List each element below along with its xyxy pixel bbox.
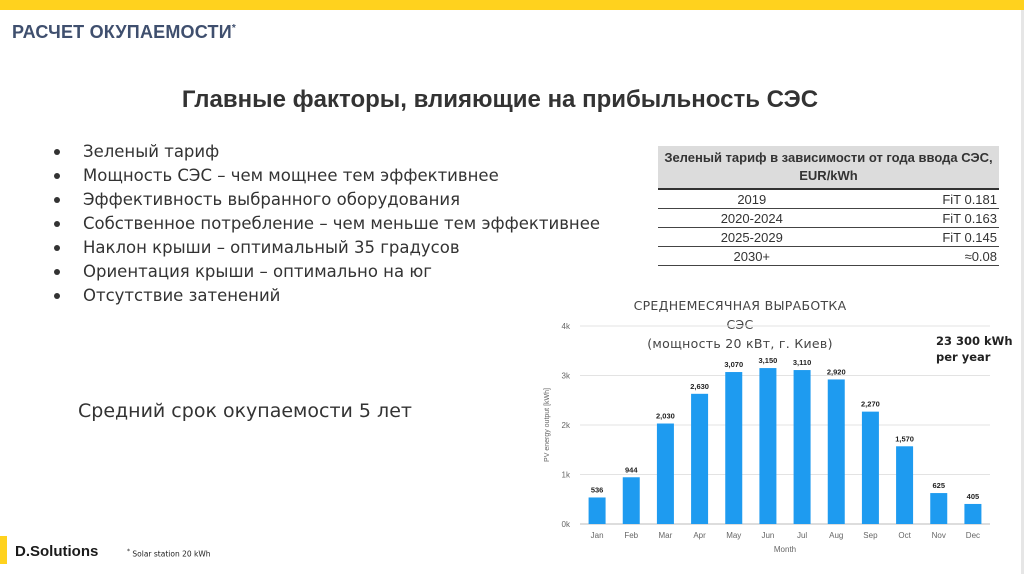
table-row: 2025-2029 FiT 0.145 [658,227,999,247]
x-tick-label: Mar [659,531,673,540]
fit-year-cell: 2020-2024 [658,208,846,228]
brand-accent-bar [0,536,7,564]
x-tick-label: Jun [761,531,774,540]
factor-item: Наклон крыши – оптимальный 35 градусов [52,236,600,260]
bar [896,446,914,524]
y-tick-label: 4k [562,322,571,331]
chart-title-line2: (мощность 20 кВт, г. Киев) [647,336,833,351]
x-tick-label: Dec [966,531,980,540]
slide-title: РАСЧЕТ ОКУПАЕМОСТИ* [12,22,236,42]
data-label: 625 [932,481,945,490]
factor-item: Зеленый тариф [52,140,600,164]
table-row: 2030+ ≈0.08 [658,246,999,266]
annual-output-note: 23 300 kWh per year [936,333,1013,365]
bar [622,477,640,524]
data-label: 2,630 [690,382,709,391]
bar [793,370,811,524]
x-tick-label: Apr [693,531,706,540]
fit-rate-cell: FiT 0.163 [845,208,999,228]
annual-output-value: 23 300 kWh [936,334,1013,348]
bar [691,393,709,524]
x-tick-label: Oct [898,531,911,540]
bar [827,379,845,524]
table-row: 2020-2024 FiT 0.163 [658,208,999,228]
chart-title: СРЕДНЕМЕСЯЧНАЯ ВЫРАБОТКА СЭС (мощность 2… [620,296,860,353]
fit-year-cell: 2025-2029 [658,227,846,247]
bar [656,423,674,524]
table-row: 2019 FiT 0.181 [658,189,999,209]
bar [861,411,879,524]
y-tick-label: 2k [562,421,571,430]
data-label: 3,110 [793,358,811,367]
x-tick-label: Sep [863,531,878,540]
footnote-text: Solar station 20 kWh [132,549,211,559]
x-tick-label: Jan [591,531,604,540]
factors-list: Зеленый тариф Мощность СЭС – чем мощнее … [52,140,600,308]
company-logo: D.Solutions [15,543,99,560]
data-label: 2,920 [827,367,846,376]
y-tick-label: 1k [562,471,571,480]
data-label: 1,570 [895,434,914,443]
x-axis-label: Month [774,545,796,554]
data-label: 3,150 [759,356,778,365]
x-tick-label: Jul [797,531,807,540]
payback-period-text: Средний срок окупаемости 5 лет [78,400,412,422]
fit-year-cell: 2019 [658,189,846,209]
y-tick-label: 0k [562,520,571,529]
bar [725,372,743,524]
x-tick-label: Aug [829,531,843,540]
bar [759,368,777,524]
bar [588,497,606,524]
data-label: 536 [591,485,604,494]
data-label: 2,030 [656,412,675,421]
data-label: 944 [625,465,638,474]
top-accent-bar [0,0,1024,10]
footnote: * Solar station 20 kWh [127,548,211,559]
feed-in-tariff-table: Зеленый тариф в зависимости от года ввод… [658,146,999,266]
fit-year-cell: 2030+ [658,246,846,266]
data-label: 2,270 [861,400,880,409]
fit-rate-cell: FiT 0.145 [845,227,999,247]
slide-title-footnote-mark: * [231,23,236,34]
factor-item: Эффективность выбранного оборудования [52,188,600,212]
fit-rate-cell: FiT 0.181 [845,189,999,209]
x-tick-label: May [726,531,741,540]
factor-item: Собственное потребление – чем меньше тем… [52,212,600,236]
fit-rate-cell: ≈0.08 [845,246,999,266]
fit-table-header-line2: EUR/kWh [799,168,858,183]
fit-table-header-line1: Зеленый тариф в зависимости от года ввод… [664,150,993,165]
chart-title-line1: СРЕДНЕМЕСЯЧНАЯ ВЫРАБОТКА СЭС [633,298,847,332]
x-tick-label: Nov [932,531,946,540]
fit-table-header: Зеленый тариф в зависимости от года ввод… [658,146,999,190]
main-heading: Главные факторы, влияющие на прибыльност… [181,86,819,113]
monthly-output-bar-chart: 0k 1k 2k 3k 4k PV energy output [kWh] 536 Jan 94… [544,322,990,554]
x-tick-label: Feb [624,531,638,540]
factor-item: Ориентация крыши – оптимально на юг [52,260,600,284]
right-edge-border [1021,10,1024,574]
factor-item: Мощность СЭС – чем мощнее тем эффективне… [52,164,600,188]
factor-item: Отсутствие затенений [52,284,600,308]
footnote-mark: * [127,548,130,555]
annual-output-caption: per year [936,350,991,364]
data-label: 405 [967,492,980,501]
data-label: 3,070 [724,360,743,369]
fit-table-header-row: Зеленый тариф в зависимости от года ввод… [658,146,999,190]
y-tick-label: 3k [562,372,571,381]
bar [964,503,982,524]
y-axis-label: PV energy output [kWh] [544,388,551,462]
bar [930,493,948,524]
